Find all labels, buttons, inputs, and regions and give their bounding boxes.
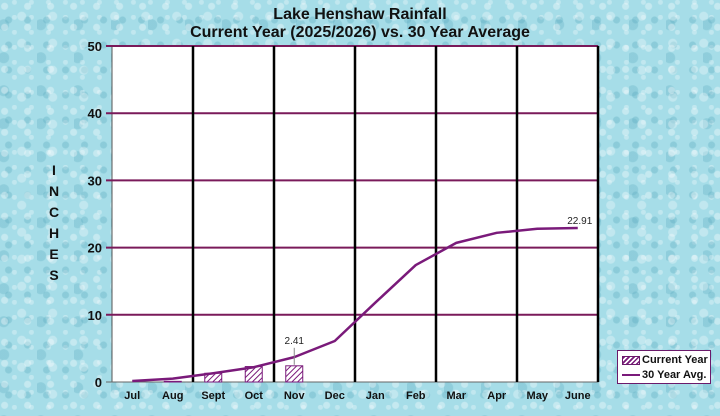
y-tick-label: 10 <box>88 308 102 323</box>
y-axis-ticks: 0 10 20 30 40 50 <box>88 39 102 390</box>
x-tick-label: Sept <box>201 390 225 402</box>
y-axis-label-letter: E <box>49 246 59 262</box>
y-tick-label: 20 <box>88 241 102 256</box>
hatched-bar-swatch-icon <box>622 355 640 365</box>
data-label: 22.91 <box>567 216 592 227</box>
line-swatch-icon <box>622 374 640 376</box>
chart-title: Lake Henshaw Rainfall <box>273 6 447 23</box>
legend-item-current-year: Current Year <box>622 353 708 367</box>
x-tick-label: Nov <box>284 390 306 402</box>
current-year-bar <box>285 365 304 383</box>
legend-label: Current Year <box>642 354 708 366</box>
y-axis-label-letter: H <box>48 225 60 241</box>
data-label: 2.41 <box>285 336 305 347</box>
x-tick-label: Jan <box>366 390 385 402</box>
chart-subtitle: Current Year (2025/2026) vs. 30 Year Ave… <box>190 24 530 41</box>
y-axis-label-letter: N <box>48 183 60 199</box>
x-axis-ticks: Jul Aug Sept Oct Nov Dec Jan Feb Mar Apr May June <box>124 390 590 402</box>
y-tick-label: 40 <box>88 106 102 121</box>
thirty-year-avg-line <box>132 226 578 383</box>
x-tick-label: Jul <box>124 390 140 402</box>
y-axis-label-letter: C <box>48 204 60 220</box>
x-tick-label: Oct <box>245 390 264 402</box>
x-tick-label: Aug <box>162 390 183 402</box>
y-tick-label: 50 <box>88 39 102 54</box>
legend-item-30-year-avg: 30 Year Avg. <box>622 368 706 382</box>
data-annotations: 2.41 22.91 <box>285 216 593 365</box>
x-tick-label: Feb <box>406 390 426 402</box>
y-axis-label: I N C H E S <box>46 160 62 286</box>
x-tick-label: June <box>565 390 591 402</box>
y-axis-label-letter: S <box>49 267 59 283</box>
x-tick-label: May <box>527 390 549 402</box>
legend-label: 30 Year Avg. <box>642 369 707 381</box>
legend: Current Year 30 Year Avg. <box>617 350 711 384</box>
y-tick-label: 0 <box>95 375 102 390</box>
x-tick-label: Dec <box>325 390 345 402</box>
x-tick-label: Mar <box>446 390 466 402</box>
y-axis-label-letter: I <box>52 162 56 178</box>
current-year-bar <box>163 380 182 383</box>
x-tick-label: Apr <box>487 390 507 402</box>
y-tick-label: 30 <box>88 173 102 188</box>
gridlines <box>106 45 600 383</box>
